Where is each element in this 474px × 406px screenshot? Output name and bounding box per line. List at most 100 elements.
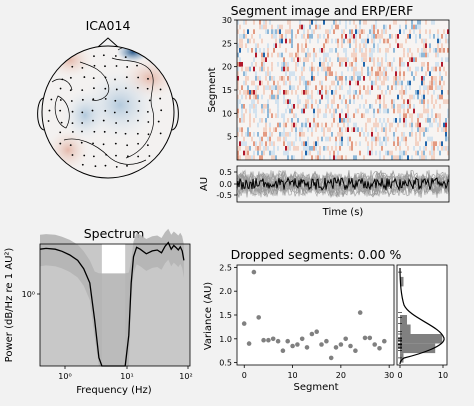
sensor-dot: [92, 119, 94, 122]
heatmap-cell: [407, 48, 409, 53]
heatmap-cell: [375, 99, 377, 104]
heatmap-cell: [385, 132, 387, 137]
heatmap-cell: [425, 127, 427, 132]
heatmap-cell: [373, 80, 375, 86]
heatmap-cell: [259, 146, 261, 151]
heatmap-cell: [389, 43, 391, 48]
heatmap-cell: [437, 38, 439, 44]
heatmap-cell: [261, 104, 263, 109]
heatmap-cell: [377, 66, 379, 72]
heatmap-cell: [419, 113, 421, 118]
heatmap-cell: [401, 94, 403, 100]
heatmap-cell: [273, 150, 275, 156]
heatmap-cell: [357, 76, 359, 81]
heatmap-cell: [275, 38, 277, 44]
heatmap-cell: [353, 155, 355, 160]
heatmap-cell: [279, 34, 281, 39]
heatmap-cell: [315, 127, 317, 132]
heatmap-cell: [291, 29, 293, 34]
segment-image-ytick: 30: [222, 16, 232, 25]
heatmap-cell: [339, 141, 341, 146]
heatmap-cell: [293, 85, 295, 90]
heatmap-cell: [371, 150, 373, 156]
heatmap-cell: [441, 85, 443, 90]
heatmap-cell: [253, 29, 255, 34]
heatmap-cell: [303, 122, 305, 128]
heatmap-cell: [387, 150, 389, 156]
heatmap-cell: [295, 113, 297, 118]
heatmap-cell: [407, 108, 409, 114]
spectrum-plot: [39, 228, 190, 367]
heatmap-cell: [237, 146, 239, 151]
heatmap-cell: [377, 71, 379, 76]
heatmap-cell: [433, 90, 435, 95]
heatmap-cell: [373, 57, 375, 62]
heatmap-cell: [273, 141, 275, 146]
heatmap-cell: [399, 71, 401, 76]
heatmap-cell: [251, 62, 253, 67]
heatmap-cell: [365, 136, 367, 142]
heatmap-cell: [259, 34, 261, 39]
heatmap-cell: [417, 118, 419, 123]
heatmap-cell: [379, 48, 381, 53]
sensor-dot: [137, 155, 140, 158]
topomap-field: [42, 46, 174, 178]
heatmap-cell: [343, 48, 345, 53]
heatmap-cell: [263, 52, 265, 58]
variance-xtick: 30: [384, 371, 394, 380]
heatmap-cell: [365, 20, 367, 25]
variance-point: [295, 342, 300, 347]
heatmap-cell: [411, 24, 413, 30]
heatmap-cell: [253, 104, 255, 109]
heatmap-cell: [325, 66, 327, 72]
heatmap-cell: [423, 150, 425, 156]
heatmap-cell: [421, 150, 423, 156]
heatmap-cell: [287, 150, 289, 156]
heatmap-cell: [447, 108, 449, 114]
heatmap-cell: [379, 71, 381, 76]
heatmap-cell: [415, 136, 417, 142]
heatmap-cell: [407, 99, 409, 104]
heatmap-cell: [285, 90, 287, 95]
heatmap-cell: [303, 66, 305, 72]
heatmap-cell: [331, 113, 333, 118]
heatmap-cell: [377, 34, 379, 39]
heatmap-cell: [311, 146, 313, 151]
heatmap-cell: [267, 146, 269, 151]
heatmap-cell: [405, 118, 407, 123]
heatmap-cell: [401, 132, 403, 137]
heatmap-cell: [303, 104, 305, 109]
heatmap-cell: [245, 146, 247, 151]
heatmap-cell: [341, 80, 343, 86]
heatmap-cell: [315, 122, 317, 128]
heatmap-cell: [361, 29, 363, 34]
heatmap-cell: [251, 90, 253, 95]
heatmap-cell: [265, 141, 267, 146]
variance-points: [241, 269, 387, 361]
heatmap-cell: [347, 57, 349, 62]
heatmap-cell: [307, 57, 309, 62]
heatmap-cell: [393, 136, 395, 142]
histogram-frame: [396, 264, 448, 366]
heatmap-cell: [371, 104, 373, 109]
heatmap-cell: [305, 99, 307, 104]
heatmap-cells: [237, 20, 449, 160]
heatmap-cell: [277, 52, 279, 58]
heatmap-cell: [335, 38, 337, 44]
heatmap-cell: [253, 94, 255, 100]
heatmap-cell: [319, 99, 321, 104]
heatmap-cell: [343, 118, 345, 123]
heatmap-cell: [409, 104, 411, 109]
heatmap-cell: [403, 136, 405, 142]
heatmap-cell: [399, 113, 401, 118]
heatmap-cell: [369, 104, 371, 109]
heatmap-cell: [261, 155, 263, 160]
heatmap-cell: [341, 141, 343, 146]
heatmap-cell: [351, 34, 353, 39]
sensor-dot: [71, 122, 74, 125]
heatmap-cell: [377, 108, 379, 114]
heatmap-cell: [317, 66, 319, 72]
heatmap-cell: [313, 76, 315, 81]
heatmap-cell: [261, 66, 263, 72]
heatmap-cell: [265, 122, 267, 128]
